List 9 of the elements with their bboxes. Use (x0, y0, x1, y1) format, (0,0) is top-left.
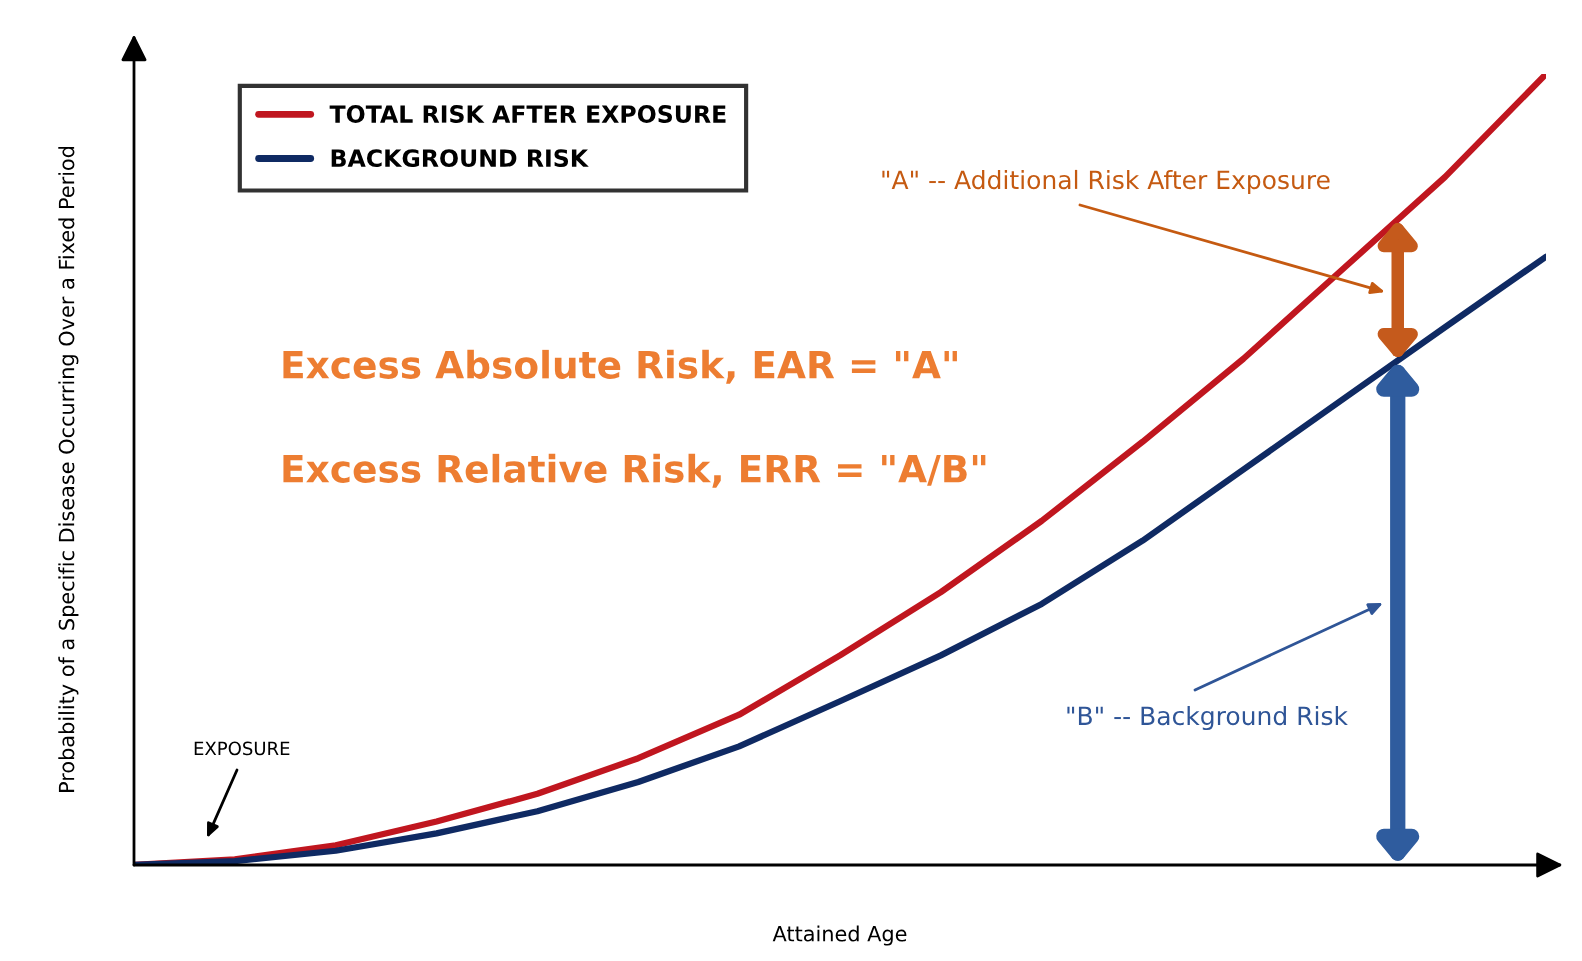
annotation: "A" -- Additional Risk After Exposure (882, 169, 1330, 195)
annotation: Excess Relative Risk, ERR = "A/B" (283, 453, 986, 488)
legend-label: BACKGROUND RISK (331, 149, 589, 168)
y-axis-title: Probability of a Specific Disease Occurring Over a Fixed Period (58, 146, 79, 792)
annotation: Excess Absolute Risk, EAR = "A" (283, 349, 957, 384)
legend-label: TOTAL RISK AFTER EXPOSURE (329, 105, 726, 123)
x-axis-title: Attained Age (772, 925, 907, 946)
annotation: "B" -- Background Risk (1067, 705, 1348, 731)
annotation: EXPOSURE (194, 741, 290, 756)
